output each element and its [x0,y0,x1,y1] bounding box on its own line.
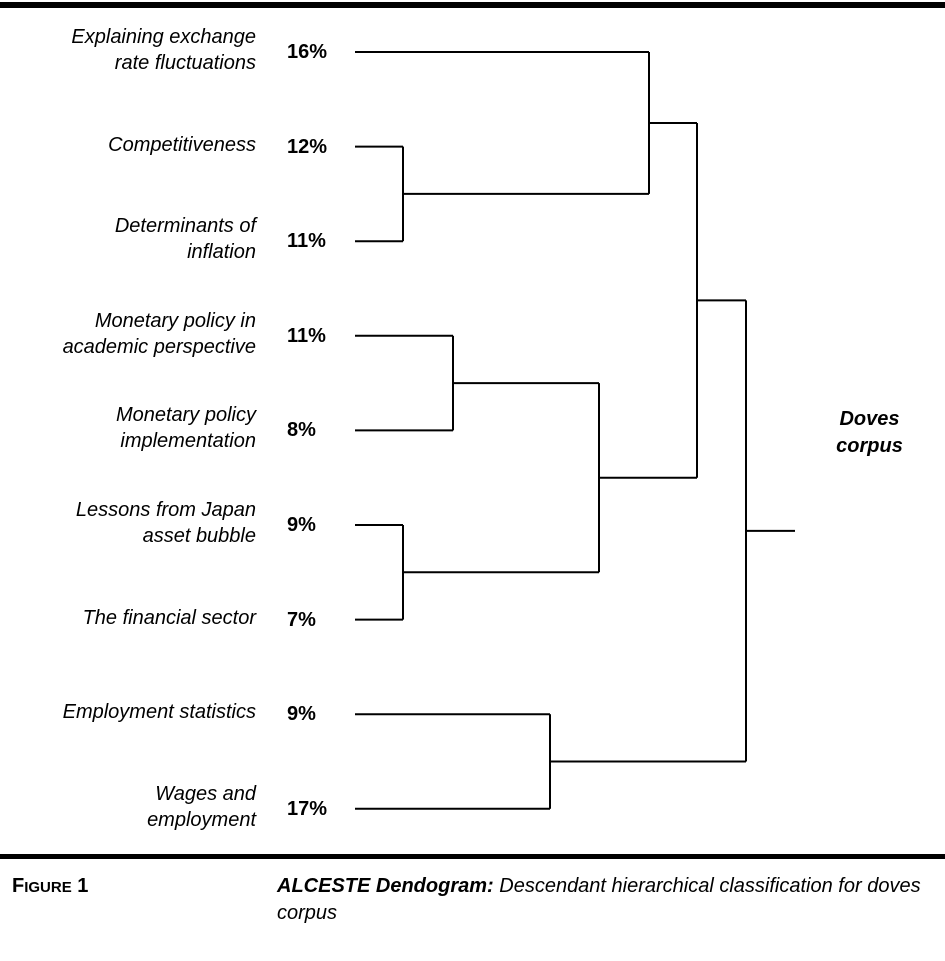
leaf-label: The financial sector [6,605,256,631]
figure-label-initial: F [12,875,25,897]
leaf-label: Monetary policy in academic perspective [6,308,256,360]
figure-caption: ALCESTE Dendogram: Descendant hierarchic… [277,873,927,927]
root-label: Doves corpus [812,406,927,460]
leaf-percent: 12% [287,135,328,158]
leaf-label: Wages and employment [6,781,256,833]
leaf-label-line: academic perspective [62,335,256,358]
leaf-label: Explaining exchange rate fluctuations [6,24,256,76]
leaf-label-line: Wages and [155,782,256,805]
leaf-label: Competitiveness [6,132,256,158]
leaf-percent: 9% [287,703,316,726]
leaf-label: Monetary policy implementation [6,402,256,454]
leaf-label-line: Explaining exchange [71,26,256,48]
leaf-label-line: Competitiveness [108,133,256,156]
leaf-label-line: implementation [120,430,256,453]
root-label-line-1: Doves [839,408,900,430]
leaf-percent: 11% [287,324,326,347]
leaf-label: Employment statistics [6,699,256,725]
leaf-percent: 17% [287,797,328,820]
leaf-label-line: asset bubble [142,525,256,547]
leaf-label-line: The financial sector [82,606,256,629]
root-label-line-2: corpus [836,435,903,457]
top-rule [0,2,945,8]
figure-label-number: 1 [77,875,89,897]
dendrogram-tree [355,51,795,810]
leaf-percent: 11% [287,230,326,253]
leaf-label-line: Monetary policy [115,404,256,427]
leaf-percent: 9% [287,514,316,536]
leaf-label-line: inflation [187,241,256,264]
caption-title: ALCESTE Dendogram: [277,875,494,897]
figure-label-rest: IGURE [24,879,72,896]
leaf-percent: 7% [287,608,316,631]
leaf-percent: 8% [287,419,316,442]
bottom-rule [0,854,945,859]
caption-text: Descendant hierarchical classification f… [277,875,921,924]
leaf-label-line: Determinants of [114,215,256,238]
leaf-label: Lessons from Japan asset bubble [6,497,256,549]
figure-label: FIGURE 1 [12,875,88,898]
leaf-percent: 16% [287,41,328,63]
leaf-label-line: Lessons from Japan [75,499,256,521]
leaf-label-line: Employment statistics [62,701,256,724]
leaf-label: Determinants of inflation [6,213,256,265]
leaf-label-line: Monetary policy in [94,309,256,332]
leaf-label-line: rate fluctuations [114,52,256,74]
leaf-label-line: employment [147,808,256,831]
